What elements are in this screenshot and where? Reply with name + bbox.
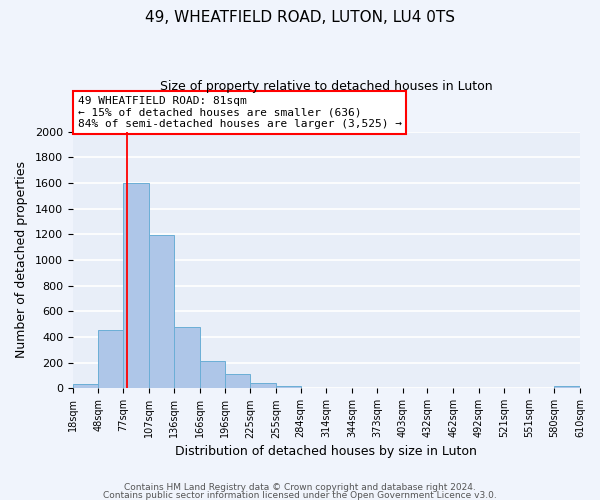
Bar [200, 362, 225, 388]
Bar [124, 183, 149, 388]
Bar [250, 382, 276, 388]
Bar [276, 386, 301, 388]
Text: Contains HM Land Registry data © Crown copyright and database right 2024.: Contains HM Land Registry data © Crown c… [124, 484, 476, 492]
Y-axis label: Number of detached properties: Number of detached properties [15, 162, 28, 358]
Text: 49 WHEATFIELD ROAD: 81sqm
← 15% of detached houses are smaller (636)
84% of semi: 49 WHEATFIELD ROAD: 81sqm ← 15% of detac… [78, 96, 402, 129]
Bar [98, 330, 124, 388]
X-axis label: Distribution of detached houses by size in Luton: Distribution of detached houses by size … [175, 444, 478, 458]
Bar [554, 386, 580, 388]
Bar [174, 326, 200, 388]
Text: 49, WHEATFIELD ROAD, LUTON, LU4 0TS: 49, WHEATFIELD ROAD, LUTON, LU4 0TS [145, 10, 455, 25]
Bar [149, 235, 174, 388]
Title: Size of property relative to detached houses in Luton: Size of property relative to detached ho… [160, 80, 493, 93]
Text: Contains public sector information licensed under the Open Government Licence v3: Contains public sector information licen… [103, 490, 497, 500]
Bar [225, 374, 250, 388]
Bar [73, 384, 98, 388]
